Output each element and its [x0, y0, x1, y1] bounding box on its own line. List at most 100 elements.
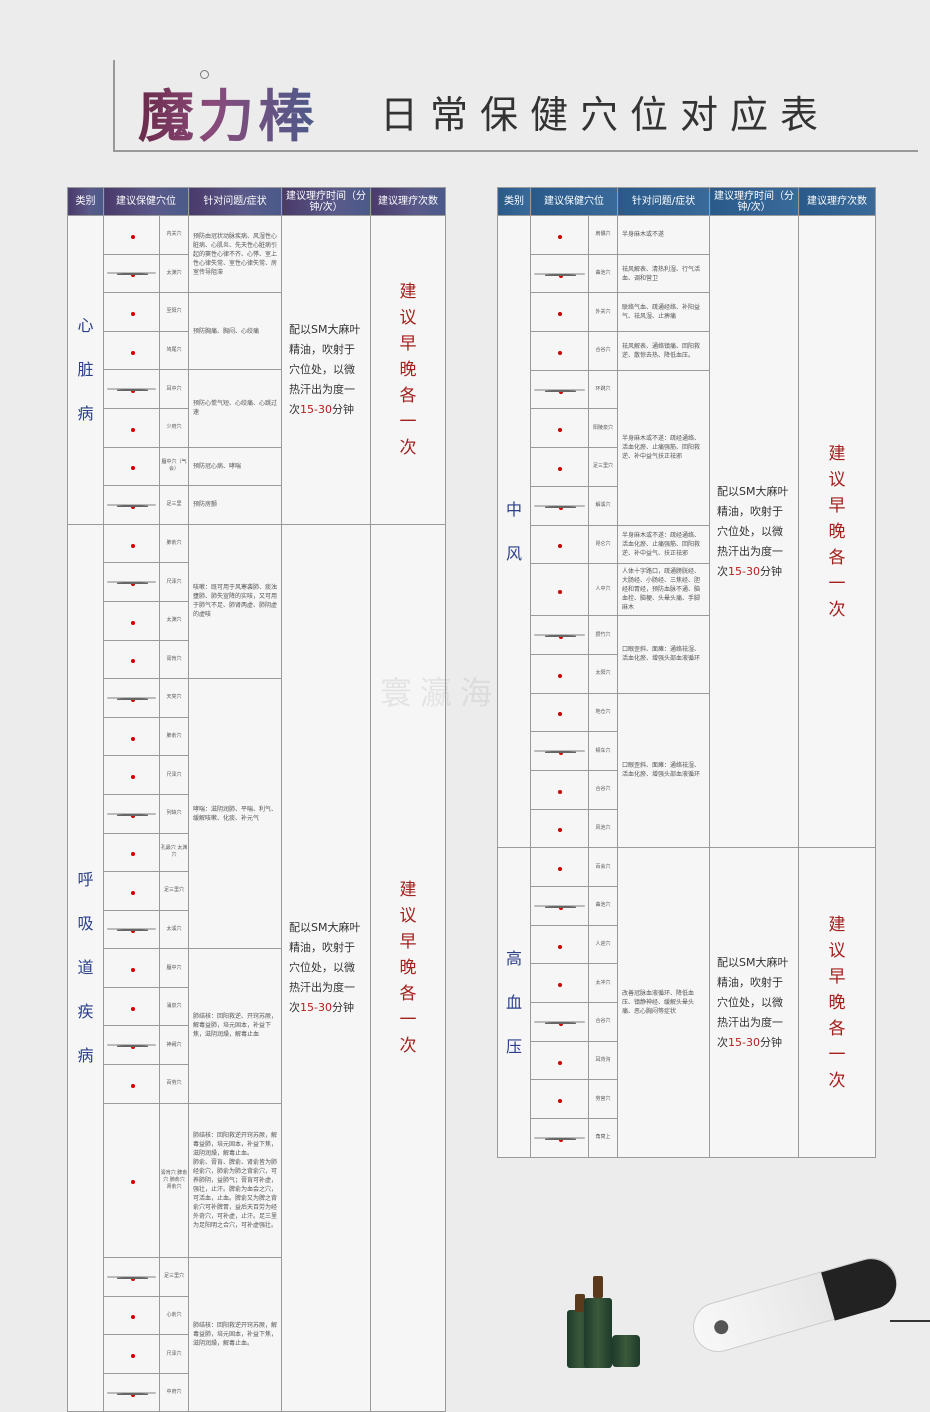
acupoint-name: 地仓穴: [588, 692, 618, 733]
acupoint-image-cell: [103, 523, 160, 564]
header-frequency: 建议理疗次数: [370, 187, 446, 216]
table-row: 尺泽穴: [68, 755, 446, 795]
acupoint-name: 劳宫穴: [588, 1079, 618, 1120]
symptom-cell: 口眼歪斜、面瘫：通络祛湿、活血化瘀、增强头部血液循环: [617, 615, 710, 694]
acupoint-photo-icon: [534, 272, 585, 278]
brand-title: 魔力棒: [138, 72, 318, 153]
acupoint-image-cell: [103, 678, 160, 718]
table-row: 太冲穴: [498, 963, 876, 1004]
table-row: 合谷穴: [498, 769, 876, 810]
acupoint-image-cell: [530, 524, 589, 565]
table-row: 阳陵泉穴: [498, 408, 876, 449]
symptom-cell: 预防心慌气短、心绞痛、心跳过速: [188, 369, 282, 448]
symptom-cell: 半身麻木或不遂：疏经通络、活血化瘀、止痛强筋、回阳救逆、补中益气扶正祛邪: [617, 369, 710, 526]
acupoint-name: 足三里: [159, 485, 189, 525]
acupoint-image-cell: [103, 215, 160, 255]
acupoint-image-cell: [103, 600, 160, 641]
acupoint-photo-icon: [107, 1391, 156, 1397]
acupoint-image-cell: [530, 563, 589, 617]
table-row: 心脏病 内关穴 预防由冠状动脉疾病、风湿性心脏病、心肌炎、先天性心脏病引起的窦性心律…: [67, 214, 446, 525]
acupoint-image-cell: [530, 215, 589, 255]
acupoint-name: 鸠尾穴: [159, 330, 189, 371]
acupoint-photo-icon: [534, 388, 585, 394]
header-category: 类别: [497, 187, 531, 216]
acupoint-photo-icon: [107, 581, 156, 587]
table-row: 角窝上: [498, 1118, 876, 1158]
acupoint-photo-icon: [107, 1275, 156, 1281]
symptom-cell: 咳嗽：既可用于风寒袭肺、痰浊壅肺、肺失宣降的实咳，又可用于肺气不足、肺肾两虚、肺…: [188, 523, 282, 680]
table-row: 尺泽穴: [68, 1334, 446, 1374]
symptom-cell: 预防房颤: [188, 485, 282, 525]
title-frame: [113, 60, 918, 152]
table-row: 地仓穴 口眼歪斜、面瘫：通络祛湿、活血化瘀、增强头部血液循环: [498, 692, 876, 849]
acupoint-name: 合谷穴: [588, 1002, 618, 1042]
table-row: 足三里穴 肺结核：回阳救逆开窍苏厥，解毒益肺，培元固本，补益下焦，滋阴润燥，解毒止…: [68, 1257, 446, 1412]
symptom-cell: 预防由冠状动脉疾病、风湿性心脏病、心肌炎、先天性心脏病引起的窦性心律不齐、心悸、…: [188, 214, 282, 294]
acupoint-photo-icon: [107, 928, 156, 934]
acupoint-image-cell: [530, 963, 589, 1004]
acupoint-name: 合谷穴: [588, 331, 618, 371]
table-row: 中风 肩髃穴 半身麻木或不遂 配以SM大麻叶精油，吹射于穴位处，以微热汗出为度一次15…: [497, 214, 876, 849]
acupoint-image-cell: [530, 485, 589, 526]
acupoint-image-cell: [103, 1372, 160, 1412]
acupoint-image-cell: [103, 1295, 160, 1336]
category-cell: 高血压: [497, 847, 531, 1158]
table-row: 尺泽穴: [68, 562, 446, 602]
acupoint-image-cell: [103, 292, 160, 332]
acupoint-name: 尺泽穴: [159, 755, 189, 795]
table-row: 足三里穴: [68, 871, 446, 911]
table-row: 高血压 百会穴 改善冠脉血液循环、降低血压、镇静神经、缓解头晕头痛、恶心胸闷等症状配…: [497, 847, 876, 1158]
table-row: 膏肓穴: [68, 639, 446, 680]
table-row: 太渊穴: [68, 253, 446, 294]
acupoint-name: 昆仑穴: [588, 524, 618, 565]
bottle-cap: [593, 1276, 603, 1298]
acupoint-photo-icon: [534, 504, 585, 510]
time-cell: 配以SM大麻叶精油，吹射于穴位处，以微热汗出为度一次15-30分钟: [281, 523, 371, 1412]
category-cell: 中风: [497, 214, 531, 849]
table-row: 肺俞穴: [68, 716, 446, 757]
table-row: 风池穴: [498, 808, 876, 849]
acupoint-image-cell: [530, 886, 589, 926]
header-acupoint: 建议保健穴位: [103, 187, 189, 216]
massage-wand-device: [687, 1252, 903, 1358]
frequency-cell: 建议早晚各一次: [798, 847, 876, 1158]
acupoint-image-cell: [103, 948, 160, 988]
symptom-cell: 人体十字路口，疏通膀胱经、大肠经、小肠经、三焦经、胆经和胃经，预防血脉不通、脑血…: [617, 563, 710, 617]
acupoint-image-cell: [103, 1334, 160, 1374]
acupoint-image-cell: [103, 1257, 160, 1297]
acupoint-photo-icon: [107, 272, 156, 278]
acupoint-image-cell: [530, 292, 589, 333]
header-time: 建议理疗时间（分钟/次）: [709, 187, 799, 216]
acupoint-image-cell: [103, 793, 160, 834]
acupoint-image-cell: [103, 407, 160, 448]
table-row: 足三里穴: [498, 447, 876, 487]
oil-bottle-tall: [584, 1298, 612, 1368]
acupoint-name: 太阳穴: [588, 653, 618, 694]
frequency-cell: 建议早晚各一次: [370, 523, 446, 1412]
time-cell: 配以SM大麻叶精油，吹射于穴位处，以微热汗出为度一次15-30分钟: [281, 215, 371, 525]
acupoint-image-cell: [103, 330, 160, 371]
symptom-cell: 联络气血、疏通经络、补阳益气、祛风湿、止痹痛: [617, 292, 710, 333]
acupoint-image-cell: [530, 692, 589, 733]
acupoint-name: 人中穴: [588, 563, 618, 617]
acupoint-image-cell: [103, 485, 160, 525]
table-row: 孔最穴 太渊穴: [68, 832, 446, 873]
table-row: 人迎穴: [498, 924, 876, 965]
acupoint-image-cell: [103, 755, 160, 795]
watermark: 寰瀛海: [380, 674, 501, 712]
symptom-cell: 祛风解表、清热利湿、行气活血、调和营卫: [617, 253, 710, 294]
acupoint-name: 肩髃穴: [588, 215, 618, 255]
symptom-cell: 预防胸痛、胸闷、心绞痛: [188, 292, 282, 371]
acupoint-image-cell: [530, 847, 589, 887]
symptom-cell: 肺结核：回阳救逆开窍苏厥，解毒益肺，培元固本，补益下焦，滋阴润燥，解毒止血。: [188, 1257, 282, 1412]
acupoint-photo-icon: [534, 750, 585, 756]
acupoint-name: 太冲穴: [588, 963, 618, 1004]
symptom-cell: 改善冠脉血液循环、降低血压、镇静神经、缓解头晕头痛、恶心胸闷等症状: [617, 847, 710, 1158]
table-row: 太溪穴: [68, 909, 446, 950]
acupoint-name: 肺俞穴: [159, 523, 189, 564]
acupoint-image-cell: [530, 808, 589, 849]
acupoint-image-cell: [103, 986, 160, 1027]
right-table: 类别 建议保健穴位 针对问题/症状 建议理疗时间（分钟/次） 建议理疗次数 中风…: [497, 187, 876, 1158]
acupoint-name: 太溪穴: [159, 909, 189, 950]
left-table: 类别 建议保健穴位 针对问题/症状 建议理疗时间（分钟/次） 建议理疗次数 心脏…: [67, 187, 446, 1412]
